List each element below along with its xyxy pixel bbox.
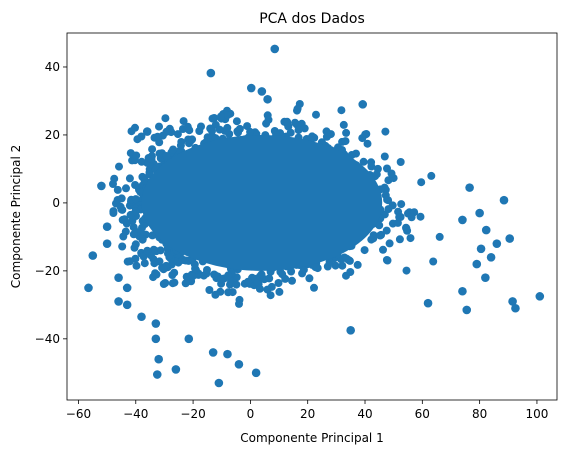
data-point (223, 349, 232, 359)
data-point (214, 378, 224, 388)
data-point (234, 360, 244, 369)
data-point (475, 208, 484, 218)
data-point (246, 83, 256, 93)
data-point (102, 239, 112, 248)
data-point (481, 225, 491, 235)
y-tick-label: 20 (45, 128, 60, 142)
plot-frame (66, 32, 558, 401)
data-point (458, 215, 467, 225)
y-axis-label: Componente Principal 2 (9, 145, 23, 288)
data-point (270, 44, 280, 54)
x-tick-label: −20 (180, 407, 205, 421)
x-axis-ticks: −60 −40 −20 0 20 40 60 80 100 (66, 400, 548, 421)
data-point (423, 298, 433, 308)
x-tick-label: 0 (247, 407, 255, 421)
x-tick-label: −40 (123, 407, 148, 421)
data-point (511, 303, 520, 313)
data-point (486, 252, 496, 262)
data-point (476, 244, 486, 254)
chart-title: PCA dos Dados (259, 11, 365, 27)
data-point (137, 312, 146, 322)
data-point (151, 334, 161, 344)
data-point (472, 259, 482, 269)
x-tick-label: 40 (357, 407, 372, 421)
y-axis-ticks: −40 −20 0 20 40 (35, 60, 67, 346)
x-axis-label: Componente Principal 1 (240, 431, 383, 445)
data-point (84, 283, 93, 293)
data-point (97, 181, 106, 191)
data-point (88, 251, 98, 260)
data-point (458, 286, 467, 296)
data-point (114, 297, 123, 306)
data-point (154, 354, 163, 364)
data-point (535, 292, 545, 301)
data-point (358, 100, 368, 109)
data-point (171, 365, 181, 374)
data-point (465, 183, 474, 192)
cluster-core (141, 134, 383, 271)
x-tick-label: 20 (300, 407, 315, 421)
data-point (492, 239, 502, 248)
data-point (122, 283, 132, 293)
data-point (152, 370, 162, 379)
data-point (206, 68, 216, 78)
data-point (151, 319, 161, 328)
data-point (208, 348, 218, 357)
data-point (508, 297, 517, 306)
x-tick-label: −60 (66, 407, 91, 421)
data-point (481, 273, 490, 282)
data-point (184, 334, 194, 344)
x-tick-label: 80 (472, 407, 487, 421)
data-point (263, 94, 272, 104)
x-tick-label: 100 (525, 407, 548, 421)
data-point (346, 326, 355, 335)
y-tick-label: 40 (45, 60, 60, 74)
data-point (251, 368, 261, 378)
data-point (122, 300, 132, 310)
data-point (114, 273, 123, 282)
y-tick-label: 0 (52, 196, 60, 210)
data-point (257, 87, 267, 96)
data-point (102, 222, 112, 231)
data-point (499, 195, 509, 205)
data-points (84, 44, 545, 388)
data-point (505, 234, 515, 243)
data-point (462, 305, 472, 315)
data-cluster (109, 100, 444, 308)
y-tick-label: −20 (35, 264, 60, 278)
x-tick-label: 60 (415, 407, 430, 421)
y-tick-label: −40 (35, 332, 60, 346)
data-point (142, 127, 152, 136)
